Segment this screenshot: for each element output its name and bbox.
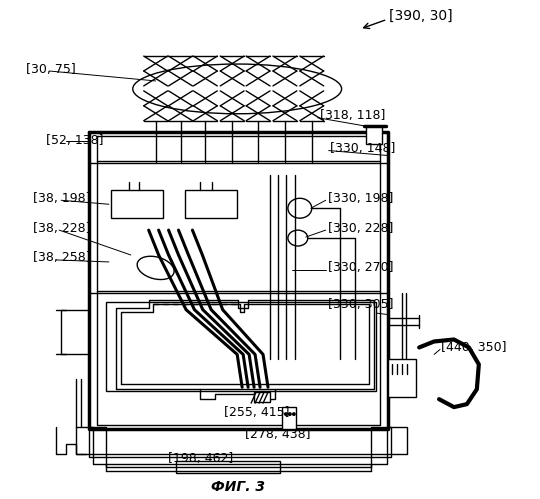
Text: [330, 148]: [330, 148] — [329, 142, 395, 155]
Bar — [176, 461, 280, 473]
Text: [440, 350]: [440, 350] — [441, 341, 507, 354]
Text: [330, 228]: [330, 228] — [328, 222, 393, 235]
Text: ФИГ. 3: ФИГ. 3 — [211, 480, 265, 494]
Text: [330, 305]: [330, 305] — [328, 298, 393, 311]
Ellipse shape — [289, 413, 291, 415]
Bar — [111, 190, 163, 218]
Text: [38, 198]: [38, 198] — [33, 192, 91, 205]
Text: [255, 415]: [255, 415] — [224, 406, 290, 419]
Text: [330, 270]: [330, 270] — [328, 261, 393, 274]
Bar — [367, 126, 382, 144]
Bar — [185, 190, 237, 218]
Text: [38, 258]: [38, 258] — [33, 251, 91, 264]
Ellipse shape — [285, 413, 287, 415]
Text: [38, 228]: [38, 228] — [33, 222, 91, 235]
Ellipse shape — [293, 413, 295, 415]
Text: [318, 118]: [318, 118] — [320, 109, 385, 122]
Text: [390, 30]: [390, 30] — [389, 9, 453, 23]
Bar — [282, 407, 296, 429]
Text: [30, 75]: [30, 75] — [26, 62, 76, 75]
Bar — [254, 392, 270, 402]
Bar — [106, 302, 376, 391]
Bar — [388, 359, 416, 397]
Text: [278, 438]: [278, 438] — [245, 429, 310, 442]
Text: [330, 198]: [330, 198] — [328, 192, 393, 205]
Text: [52, 138]: [52, 138] — [46, 134, 104, 147]
Text: [198, 462]: [198, 462] — [168, 452, 233, 466]
